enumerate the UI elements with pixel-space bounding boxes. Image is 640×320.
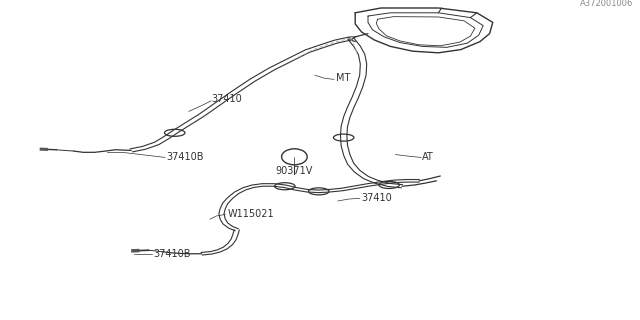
Text: 37410: 37410 [211, 94, 242, 104]
Text: 37410: 37410 [362, 193, 392, 203]
Text: 90371V: 90371V [275, 166, 312, 176]
Text: MT: MT [336, 73, 350, 84]
Text: W115021: W115021 [227, 209, 274, 219]
Text: A372001006: A372001006 [580, 0, 634, 8]
Text: AT: AT [422, 152, 434, 162]
Text: 37410B: 37410B [154, 249, 191, 260]
Text: 37410B: 37410B [166, 152, 204, 162]
